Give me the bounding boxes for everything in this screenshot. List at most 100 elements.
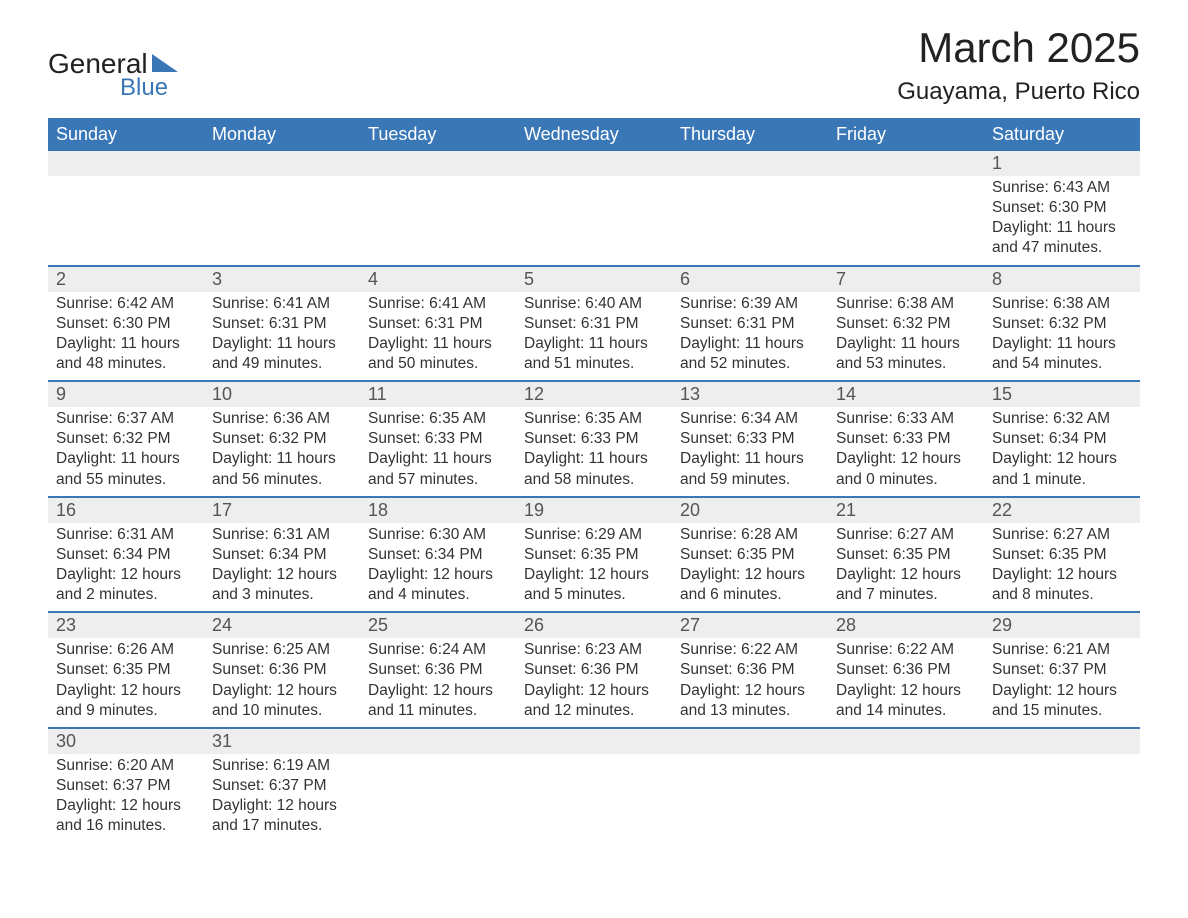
sunset-text: Sunset: 6:36 PM — [368, 660, 508, 680]
day-number-cell: 1 — [984, 151, 1140, 176]
day-detail-cell: Sunrise: 6:24 AMSunset: 6:36 PMDaylight:… — [360, 638, 516, 728]
day-detail-row: Sunrise: 6:31 AMSunset: 6:34 PMDaylight:… — [48, 523, 1140, 613]
day-number-cell: 31 — [204, 728, 360, 754]
daylight-text: Daylight: 11 hours and 53 minutes. — [836, 334, 976, 374]
daylight-text: Daylight: 12 hours and 2 minutes. — [56, 565, 196, 605]
calendar-table: Sunday Monday Tuesday Wednesday Thursday… — [48, 118, 1140, 842]
daylight-text: Daylight: 12 hours and 4 minutes. — [368, 565, 508, 605]
day-detail-cell — [516, 176, 672, 266]
logo: General Blue — [48, 48, 178, 102]
day-detail-cell: Sunrise: 6:31 AMSunset: 6:34 PMDaylight:… — [48, 523, 204, 613]
day-detail-cell — [48, 176, 204, 266]
day-number-row: 16171819202122 — [48, 497, 1140, 523]
day-number-cell: 6 — [672, 266, 828, 292]
sunrise-text: Sunrise: 6:22 AM — [836, 640, 976, 660]
sunrise-text: Sunrise: 6:36 AM — [212, 409, 352, 429]
day-detail-cell: Sunrise: 6:20 AMSunset: 6:37 PMDaylight:… — [48, 754, 204, 843]
day-detail-cell: Sunrise: 6:37 AMSunset: 6:32 PMDaylight:… — [48, 407, 204, 497]
day-number-cell: 2 — [48, 266, 204, 292]
daylight-text: Daylight: 12 hours and 6 minutes. — [680, 565, 820, 605]
sunrise-text: Sunrise: 6:30 AM — [368, 525, 508, 545]
day-number-cell — [360, 728, 516, 754]
daylight-text: Daylight: 12 hours and 11 minutes. — [368, 681, 508, 721]
weekday-header-row: Sunday Monday Tuesday Wednesday Thursday… — [48, 118, 1140, 151]
day-detail-cell: Sunrise: 6:39 AMSunset: 6:31 PMDaylight:… — [672, 292, 828, 382]
day-detail-cell: Sunrise: 6:38 AMSunset: 6:32 PMDaylight:… — [828, 292, 984, 382]
sunset-text: Sunset: 6:32 PM — [992, 314, 1132, 334]
daylight-text: Daylight: 11 hours and 59 minutes. — [680, 449, 820, 489]
weekday-header: Wednesday — [516, 118, 672, 151]
daylight-text: Daylight: 11 hours and 47 minutes. — [992, 218, 1132, 258]
daylight-text: Daylight: 12 hours and 8 minutes. — [992, 565, 1132, 605]
day-number-cell: 8 — [984, 266, 1140, 292]
sunset-text: Sunset: 6:37 PM — [56, 776, 196, 796]
sunrise-text: Sunrise: 6:25 AM — [212, 640, 352, 660]
day-number-row: 1 — [48, 151, 1140, 176]
daylight-text: Daylight: 11 hours and 57 minutes. — [368, 449, 508, 489]
day-number-cell: 25 — [360, 612, 516, 638]
sunrise-text: Sunrise: 6:34 AM — [680, 409, 820, 429]
day-number-cell: 30 — [48, 728, 204, 754]
day-detail-cell — [828, 754, 984, 843]
day-detail-row: Sunrise: 6:43 AMSunset: 6:30 PMDaylight:… — [48, 176, 1140, 266]
sunrise-text: Sunrise: 6:31 AM — [212, 525, 352, 545]
daylight-text: Daylight: 11 hours and 50 minutes. — [368, 334, 508, 374]
day-number-cell: 3 — [204, 266, 360, 292]
day-number-row: 9101112131415 — [48, 381, 1140, 407]
daylight-text: Daylight: 12 hours and 17 minutes. — [212, 796, 352, 836]
sunset-text: Sunset: 6:35 PM — [836, 545, 976, 565]
day-detail-row: Sunrise: 6:26 AMSunset: 6:35 PMDaylight:… — [48, 638, 1140, 728]
sunset-text: Sunset: 6:35 PM — [992, 545, 1132, 565]
day-number-cell: 26 — [516, 612, 672, 638]
day-number-cell — [828, 151, 984, 176]
day-detail-cell: Sunrise: 6:36 AMSunset: 6:32 PMDaylight:… — [204, 407, 360, 497]
sunset-text: Sunset: 6:37 PM — [212, 776, 352, 796]
sunrise-text: Sunrise: 6:24 AM — [368, 640, 508, 660]
sunrise-text: Sunrise: 6:37 AM — [56, 409, 196, 429]
day-number-cell: 14 — [828, 381, 984, 407]
day-number-cell: 4 — [360, 266, 516, 292]
sunrise-text: Sunrise: 6:41 AM — [212, 294, 352, 314]
daylight-text: Daylight: 12 hours and 16 minutes. — [56, 796, 196, 836]
sunset-text: Sunset: 6:36 PM — [836, 660, 976, 680]
day-detail-cell — [204, 176, 360, 266]
day-number-cell: 12 — [516, 381, 672, 407]
day-detail-cell: Sunrise: 6:42 AMSunset: 6:30 PMDaylight:… — [48, 292, 204, 382]
sunrise-text: Sunrise: 6:35 AM — [524, 409, 664, 429]
day-detail-cell: Sunrise: 6:33 AMSunset: 6:33 PMDaylight:… — [828, 407, 984, 497]
day-number-cell: 29 — [984, 612, 1140, 638]
daylight-text: Daylight: 11 hours and 54 minutes. — [992, 334, 1132, 374]
day-number-cell — [204, 151, 360, 176]
day-detail-cell — [984, 754, 1140, 843]
sunset-text: Sunset: 6:34 PM — [368, 545, 508, 565]
sunset-text: Sunset: 6:32 PM — [836, 314, 976, 334]
day-number-cell — [48, 151, 204, 176]
sunset-text: Sunset: 6:34 PM — [212, 545, 352, 565]
sunrise-text: Sunrise: 6:22 AM — [680, 640, 820, 660]
weekday-header: Tuesday — [360, 118, 516, 151]
day-number-cell: 11 — [360, 381, 516, 407]
daylight-text: Daylight: 11 hours and 58 minutes. — [524, 449, 664, 489]
day-number-cell: 16 — [48, 497, 204, 523]
day-detail-cell: Sunrise: 6:28 AMSunset: 6:35 PMDaylight:… — [672, 523, 828, 613]
sunrise-text: Sunrise: 6:20 AM — [56, 756, 196, 776]
daylight-text: Daylight: 11 hours and 51 minutes. — [524, 334, 664, 374]
sunrise-text: Sunrise: 6:31 AM — [56, 525, 196, 545]
daylight-text: Daylight: 11 hours and 49 minutes. — [212, 334, 352, 374]
sunset-text: Sunset: 6:33 PM — [524, 429, 664, 449]
sunset-text: Sunset: 6:33 PM — [368, 429, 508, 449]
sunset-text: Sunset: 6:33 PM — [680, 429, 820, 449]
day-number-cell — [360, 151, 516, 176]
sunrise-text: Sunrise: 6:40 AM — [524, 294, 664, 314]
day-number-row: 3031 — [48, 728, 1140, 754]
sunset-text: Sunset: 6:32 PM — [56, 429, 196, 449]
daylight-text: Daylight: 12 hours and 13 minutes. — [680, 681, 820, 721]
weekday-header: Thursday — [672, 118, 828, 151]
sunrise-text: Sunrise: 6:35 AM — [368, 409, 508, 429]
day-detail-cell — [672, 754, 828, 843]
page-header: General Blue March 2025 Guayama, Puerto … — [48, 24, 1140, 106]
sunset-text: Sunset: 6:31 PM — [680, 314, 820, 334]
daylight-text: Daylight: 12 hours and 12 minutes. — [524, 681, 664, 721]
sunset-text: Sunset: 6:35 PM — [56, 660, 196, 680]
daylight-text: Daylight: 12 hours and 9 minutes. — [56, 681, 196, 721]
